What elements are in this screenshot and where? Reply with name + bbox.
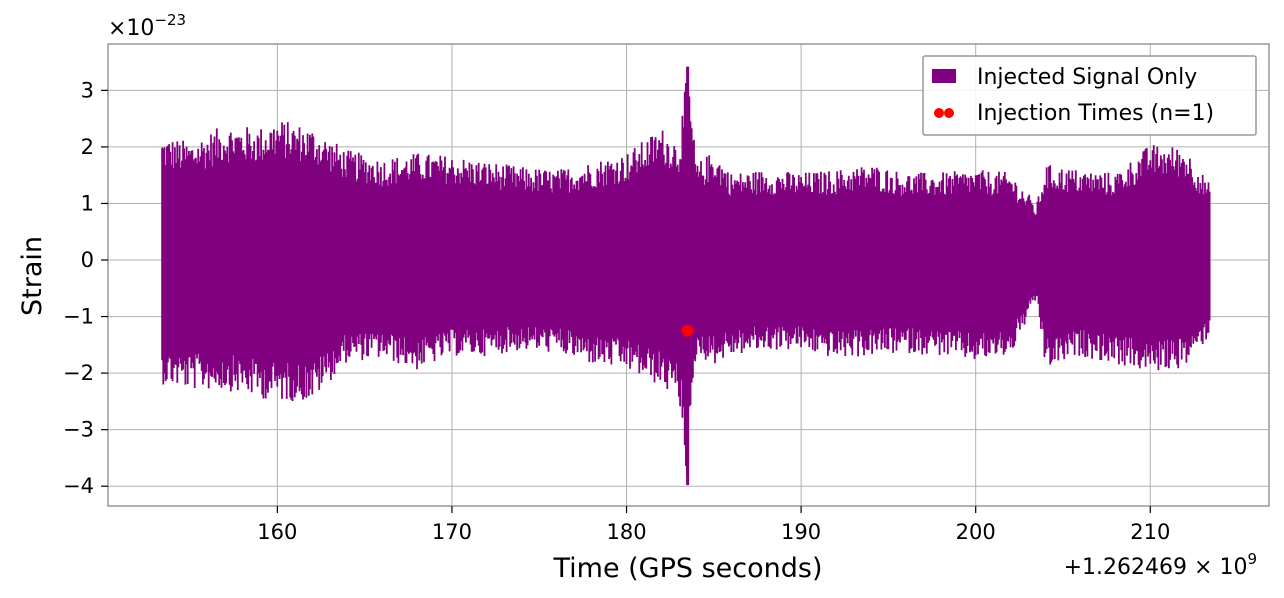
y-scale-exponent: −23 — [154, 11, 186, 29]
legend: Injected Signal Only Injection Times (n=… — [922, 55, 1257, 136]
legend-label-injected-signal: Injected Signal Only — [977, 65, 1197, 90]
injection-time-point — [681, 324, 694, 337]
y-tick-label: −2 — [63, 361, 94, 385]
y-tick-label: 3 — [81, 78, 94, 102]
y-tick-label: −4 — [63, 474, 94, 498]
x-tick-label: 200 — [956, 520, 996, 544]
x-axis-offset-label: +1.262469 × 109 — [1064, 550, 1257, 580]
x-offset-exponent: 9 — [1247, 550, 1257, 568]
legend-marker-injection-times — [944, 108, 954, 118]
legend-swatch-injected-signal — [932, 69, 956, 83]
x-axis-label: Time (GPS seconds) — [552, 553, 822, 584]
x-tick-label: 180 — [606, 520, 646, 544]
y-axis-scale-label: ×10−23 — [108, 11, 186, 41]
y-scale-base: ×10 — [108, 16, 154, 41]
legend-label-injection-times: Injection Times (n=1) — [977, 101, 1214, 126]
x-tick-label: 170 — [432, 520, 472, 544]
plot-area — [161, 66, 1211, 486]
axis-ticks: 160 170 180 190 200 210 −4 −3 −2 −1 0 1 2 3 — [63, 78, 1170, 544]
x-tick-label: 190 — [781, 520, 821, 544]
x-offset-base: +1.262469 × 10 — [1064, 555, 1248, 580]
y-tick-label: −1 — [63, 305, 94, 329]
y-tick-label: 0 — [81, 248, 94, 272]
x-tick-label: 210 — [1130, 520, 1170, 544]
y-axis-label: Strain — [17, 236, 48, 316]
legend-box — [922, 55, 1257, 136]
y-tick-label: 2 — [81, 135, 94, 159]
y-tick-label: 1 — [81, 191, 94, 215]
plot-frame — [107, 43, 1270, 507]
injected-signal-trace — [161, 83, 1211, 474]
legend-marker-injection-times — [934, 108, 944, 118]
x-tick-label: 160 — [257, 520, 297, 544]
y-tick-label: −3 — [63, 418, 94, 442]
